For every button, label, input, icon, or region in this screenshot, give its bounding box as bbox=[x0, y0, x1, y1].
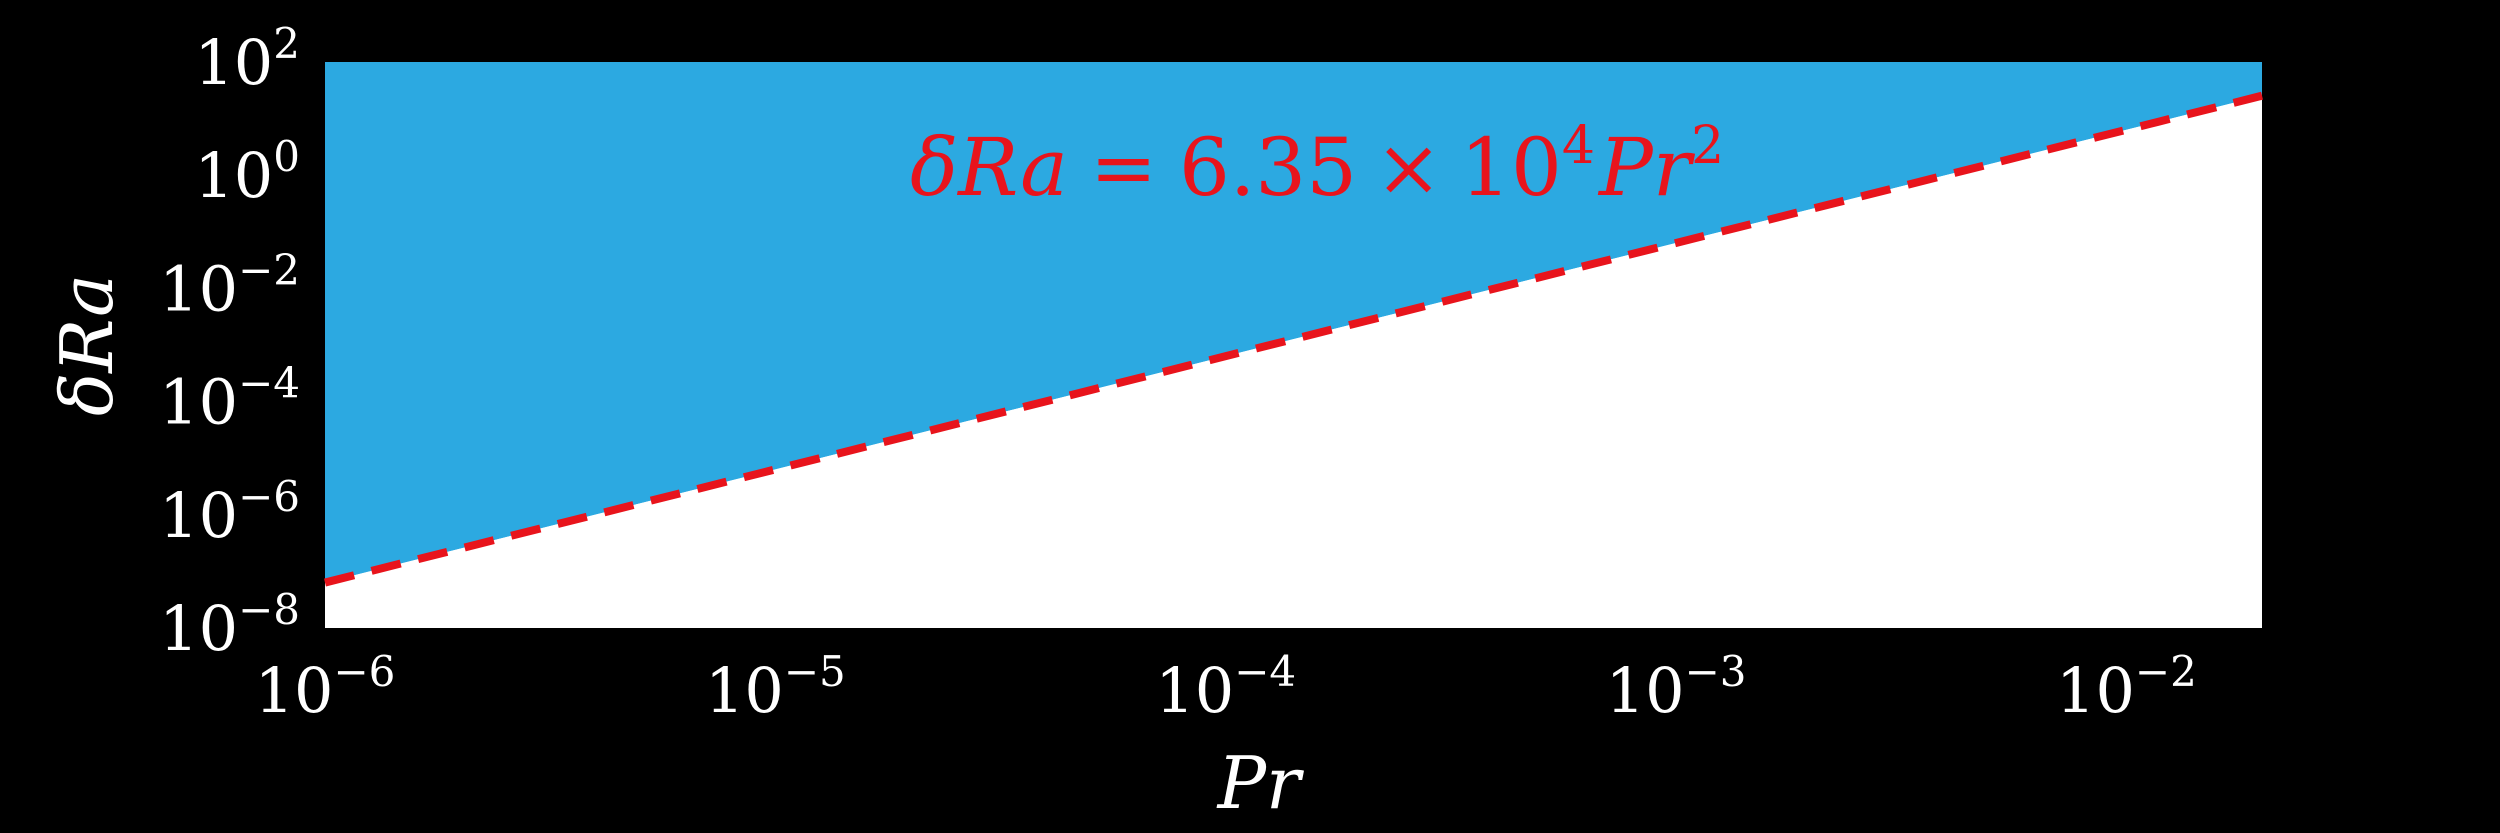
annotation-ten: 10 bbox=[1460, 121, 1562, 214]
boundary-equation-annotation: δRa = 6.35 × 104Pr2 bbox=[910, 116, 1724, 214]
region-above-boundary bbox=[325, 62, 2262, 583]
y-tick-label: 100 bbox=[194, 132, 300, 212]
y-tick-label: 10−6 bbox=[159, 472, 300, 552]
annotation-pr: Pr bbox=[1597, 121, 1696, 214]
y-tick-label: 10−2 bbox=[159, 245, 300, 325]
y-tick-labels: 10−8 10−6 10−4 10−2 100 102 bbox=[159, 19, 300, 665]
x-tick-label: 10−2 bbox=[2056, 647, 2197, 727]
annotation-coefficient: 6.35 bbox=[1179, 121, 1357, 214]
y-tick-label: 10−8 bbox=[159, 585, 300, 665]
annotation-pr-exponent: 2 bbox=[1691, 116, 1724, 176]
annotation-times: × bbox=[1375, 121, 1442, 214]
y-axis-label: δRa bbox=[45, 274, 129, 416]
x-axis-label: Pr bbox=[1216, 741, 1304, 825]
x-tick-labels: 10−6 10−5 10−4 10−3 10−2 bbox=[255, 647, 2197, 727]
x-tick-label: 10−4 bbox=[1155, 647, 1296, 727]
y-tick-label: 10−4 bbox=[159, 359, 300, 439]
region-below-boundary bbox=[325, 95, 2262, 629]
plot-area bbox=[324, 62, 2263, 629]
annotation-equals: = bbox=[1090, 121, 1157, 214]
y-tick-label: 102 bbox=[194, 19, 300, 99]
x-tick-label: 10−3 bbox=[1606, 647, 1747, 727]
x-tick-label: 10−5 bbox=[705, 647, 846, 727]
annotation-delta: δ bbox=[910, 121, 958, 214]
x-tick-label: 10−6 bbox=[255, 647, 396, 727]
annotation-ra: Ra bbox=[956, 121, 1068, 214]
annotation-ten-exponent: 4 bbox=[1562, 116, 1595, 176]
